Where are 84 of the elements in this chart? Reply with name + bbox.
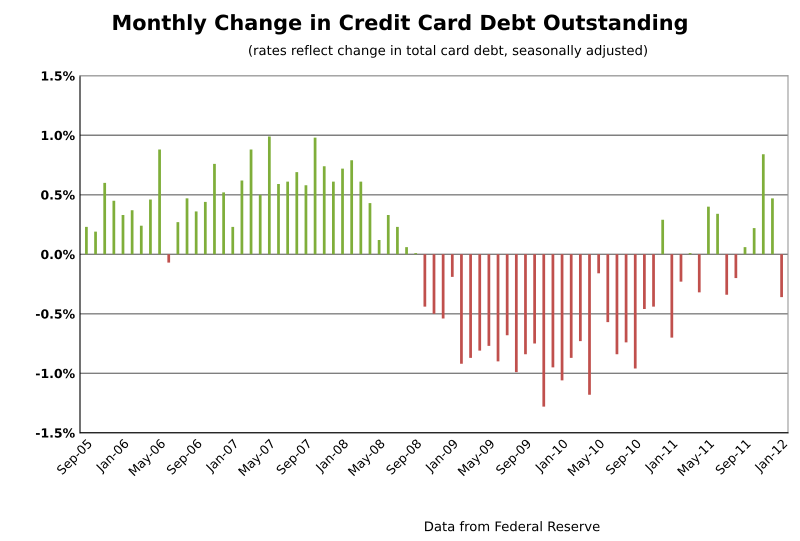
bar — [725, 254, 728, 295]
bar — [322, 166, 326, 254]
bar — [616, 254, 618, 354]
y-tick-label: -0.5% — [36, 309, 75, 319]
bar — [752, 228, 756, 254]
bar — [469, 254, 472, 358]
bar — [707, 206, 710, 254]
bar — [158, 150, 161, 254]
y-tick-label: -1.0% — [36, 368, 75, 378]
bar — [85, 226, 88, 254]
bar — [478, 254, 482, 351]
bar — [378, 240, 380, 254]
bar — [432, 254, 436, 314]
bar — [634, 254, 637, 369]
bar — [680, 254, 682, 282]
bar — [460, 254, 463, 364]
bar — [780, 254, 783, 298]
y-tick-label: 0.0% — [41, 250, 75, 260]
bar — [186, 198, 188, 254]
bar — [112, 200, 116, 254]
bar — [268, 136, 271, 254]
bar — [488, 254, 490, 346]
bar — [396, 226, 399, 254]
bar — [213, 164, 216, 254]
bar — [286, 182, 290, 254]
y-tick-label: 0.5% — [41, 190, 75, 200]
bar — [597, 254, 600, 274]
bar — [762, 154, 765, 254]
bar — [350, 160, 354, 254]
bar — [405, 247, 408, 254]
bar — [524, 254, 527, 354]
bar — [533, 254, 536, 344]
bar — [560, 254, 564, 380]
bar — [295, 172, 298, 254]
bar — [716, 214, 719, 254]
bar — [231, 226, 234, 254]
y-tick-label: 1.5% — [42, 71, 75, 81]
y-tick-label: -1.5% — [36, 428, 75, 438]
bar — [442, 254, 445, 319]
bar — [578, 254, 582, 342]
bar — [103, 182, 106, 254]
bar — [423, 254, 426, 307]
bar — [542, 254, 546, 407]
bar — [332, 182, 335, 254]
bar — [194, 211, 198, 254]
bar — [514, 254, 518, 372]
bar — [176, 222, 180, 254]
bar — [652, 254, 655, 307]
bar — [122, 214, 124, 254]
bar — [588, 254, 591, 395]
bar — [771, 198, 774, 254]
bar — [744, 247, 746, 254]
bar — [386, 214, 390, 254]
bar — [734, 254, 738, 278]
bar — [240, 180, 244, 254]
bar — [222, 192, 225, 254]
bar — [250, 150, 252, 254]
bar — [314, 138, 316, 254]
chart-subtitle: (rates reflect change in total card debt, seasonally adjusted) — [249, 45, 647, 58]
bar — [496, 254, 500, 362]
bar — [643, 254, 646, 310]
bar — [94, 232, 97, 254]
bar — [552, 254, 554, 368]
bar — [698, 254, 701, 292]
bar — [341, 168, 344, 254]
text: Data from Federal Reserve — [425, 521, 600, 532]
bar — [450, 254, 454, 277]
bar — [149, 200, 152, 254]
bar — [140, 226, 143, 254]
bar — [304, 185, 308, 254]
bar — [130, 210, 134, 254]
y-tick-label: 1.0% — [42, 130, 75, 140]
bar — [670, 254, 674, 338]
bar — [570, 254, 573, 358]
bar — [506, 254, 509, 336]
bar — [624, 254, 628, 342]
chart-title: Monthly Change in Credit Card Debt Outstanding — [113, 14, 687, 35]
bar — [606, 254, 610, 322]
bar — [368, 203, 372, 254]
bar — [204, 202, 207, 254]
bar — [661, 220, 664, 254]
bar — [277, 184, 280, 254]
bar — [258, 194, 262, 254]
bar — [359, 182, 362, 254]
